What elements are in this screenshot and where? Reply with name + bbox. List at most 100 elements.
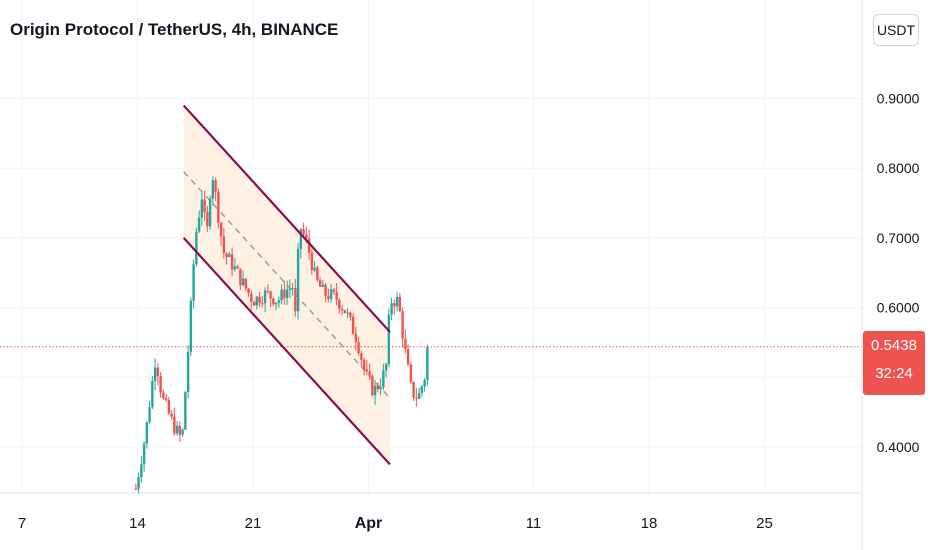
candle-body bbox=[316, 267, 319, 280]
y-tick-label: 0.8000 bbox=[877, 160, 920, 176]
candle-body bbox=[266, 290, 270, 292]
candle-body bbox=[208, 198, 212, 227]
x-tick-label: 18 bbox=[641, 515, 658, 532]
candle-body bbox=[258, 296, 261, 304]
candle-body bbox=[167, 400, 171, 414]
chart-title: Origin Protocol / TetherUS, 4h, BINANCE bbox=[10, 20, 339, 39]
candle-body bbox=[288, 288, 292, 290]
candle-body bbox=[384, 363, 388, 371]
candle-body bbox=[354, 333, 358, 343]
candle-body bbox=[178, 425, 182, 435]
x-tick-label: 7 bbox=[18, 515, 26, 532]
candle-body bbox=[338, 299, 341, 309]
candle-body bbox=[203, 199, 206, 213]
candle-body bbox=[236, 266, 239, 269]
candle-body bbox=[283, 289, 286, 299]
candle-body bbox=[373, 385, 377, 396]
candle-body bbox=[269, 291, 272, 299]
candle-body bbox=[197, 217, 201, 232]
candle-body bbox=[272, 298, 275, 305]
candle-body bbox=[321, 284, 325, 287]
candle-body bbox=[401, 311, 404, 339]
candle-body bbox=[393, 303, 396, 307]
candle-body bbox=[307, 238, 311, 253]
candle-body bbox=[274, 302, 278, 305]
candle-body bbox=[162, 392, 165, 399]
candle-body bbox=[294, 287, 297, 312]
candle-body bbox=[382, 370, 385, 388]
x-axis-ticks: 7 14 21 Apr 11 18 25 bbox=[18, 515, 773, 532]
candle-body bbox=[368, 371, 371, 377]
candle-body bbox=[318, 279, 322, 287]
candle-body bbox=[175, 425, 179, 434]
candle-body bbox=[211, 180, 215, 199]
candle-body bbox=[247, 288, 250, 294]
channel-midline bbox=[183, 171, 391, 399]
candles bbox=[134, 176, 429, 494]
y-tick-label: 0.9000 bbox=[877, 91, 920, 107]
candle-body bbox=[357, 342, 360, 354]
candle-body bbox=[173, 416, 176, 434]
y-axis-ticks: 0.4000 0.6000 0.7000 0.8000 0.9000 bbox=[877, 91, 920, 456]
candle-body bbox=[219, 222, 223, 237]
candle-body bbox=[409, 364, 413, 382]
candle-body bbox=[230, 254, 234, 270]
candle-body bbox=[244, 278, 248, 289]
candle-body bbox=[417, 392, 421, 399]
candle-body bbox=[156, 367, 160, 377]
candle-body bbox=[362, 359, 366, 370]
candle-body bbox=[184, 392, 187, 430]
candle-body bbox=[332, 289, 336, 292]
candle-body bbox=[222, 236, 226, 254]
candle-body bbox=[233, 266, 237, 270]
candle-body bbox=[153, 367, 157, 382]
candle-body bbox=[200, 199, 204, 218]
candle-body bbox=[217, 191, 220, 223]
candle-body bbox=[142, 443, 146, 465]
candle-body bbox=[181, 429, 184, 435]
y-tick-label: 0.4000 bbox=[877, 439, 920, 455]
x-tick-label: 14 bbox=[129, 515, 146, 532]
x-tick-label: 25 bbox=[756, 515, 773, 532]
candle-body bbox=[360, 353, 363, 360]
candle-body bbox=[379, 387, 382, 390]
candle-body bbox=[299, 229, 303, 249]
candle-body bbox=[148, 407, 151, 423]
candle-body bbox=[310, 252, 314, 271]
candle-body bbox=[241, 278, 245, 286]
channel-lower-line[interactable] bbox=[182, 237, 391, 466]
candle-body bbox=[412, 381, 415, 398]
bar-countdown-label: 32:24 bbox=[875, 365, 913, 382]
candle-body bbox=[420, 386, 424, 393]
candle-body bbox=[140, 464, 143, 478]
candle-body bbox=[365, 369, 369, 372]
candle-body bbox=[296, 248, 300, 312]
candle-body bbox=[250, 293, 253, 302]
candle-body bbox=[404, 338, 407, 350]
candle-body bbox=[195, 231, 198, 265]
candle-body bbox=[252, 301, 256, 306]
candle-body bbox=[285, 289, 289, 299]
candle-body bbox=[134, 488, 138, 490]
candle-body bbox=[159, 376, 162, 393]
candle-body bbox=[327, 295, 330, 300]
channel-upper-line[interactable] bbox=[182, 104, 391, 333]
candle-body bbox=[145, 422, 149, 444]
last-price-label: 0.5438 bbox=[871, 337, 917, 354]
candle-body bbox=[225, 253, 228, 257]
candle-body bbox=[305, 234, 308, 239]
candle-body bbox=[371, 376, 374, 396]
candle-body bbox=[206, 212, 209, 227]
candle-body bbox=[343, 310, 347, 313]
candle-body bbox=[192, 264, 195, 301]
candle-body bbox=[277, 300, 281, 303]
currency-unit-button[interactable]: USDT bbox=[873, 14, 919, 46]
candle-body bbox=[376, 385, 380, 390]
candle-body bbox=[239, 268, 242, 286]
candle-body bbox=[151, 381, 154, 408]
candle-body bbox=[426, 346, 429, 381]
candle-body bbox=[351, 316, 355, 334]
gridlines bbox=[0, 0, 862, 493]
candle-body bbox=[164, 398, 168, 401]
